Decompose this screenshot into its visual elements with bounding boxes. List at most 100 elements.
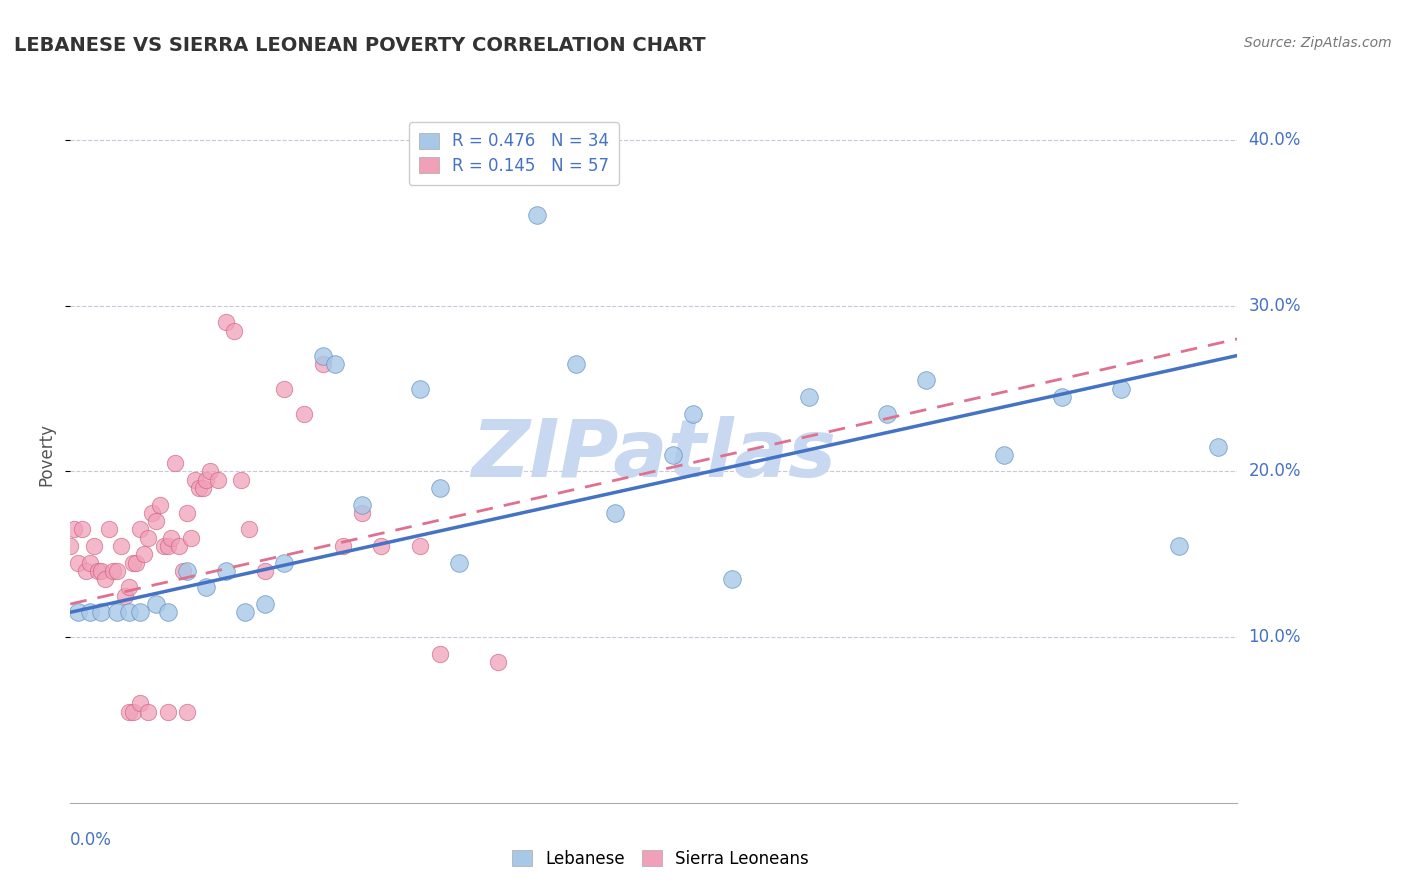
Point	[59, 539, 82, 553]
Point	[118, 605, 141, 619]
Point	[231, 473, 253, 487]
Point	[191, 481, 214, 495]
Point	[141, 506, 163, 520]
Point	[121, 705, 143, 719]
Point	[180, 531, 202, 545]
Point	[165, 456, 187, 470]
Point	[160, 531, 183, 545]
Point	[273, 382, 295, 396]
Point	[79, 556, 101, 570]
Point	[176, 705, 198, 719]
Point	[603, 506, 626, 520]
Point	[233, 605, 256, 619]
Point	[215, 315, 238, 329]
Point	[125, 556, 148, 570]
Point	[1050, 390, 1074, 404]
Point	[312, 349, 335, 363]
Point	[526, 208, 548, 222]
Text: 30.0%: 30.0%	[1249, 297, 1301, 315]
Point	[110, 539, 132, 553]
Point	[145, 514, 167, 528]
Point	[332, 539, 354, 553]
Point	[101, 564, 124, 578]
Point	[136, 531, 159, 545]
Point	[187, 481, 209, 495]
Point	[83, 539, 105, 553]
Point	[682, 407, 704, 421]
Point	[409, 539, 432, 553]
Point	[799, 390, 821, 404]
Point	[1206, 440, 1229, 454]
Point	[118, 705, 141, 719]
Point	[176, 506, 198, 520]
Point	[200, 465, 222, 479]
Point	[215, 564, 238, 578]
Point	[121, 556, 143, 570]
Point	[273, 556, 295, 570]
Point	[129, 697, 152, 711]
Point	[105, 605, 128, 619]
Point	[156, 539, 179, 553]
Text: 40.0%: 40.0%	[1249, 131, 1301, 149]
Point	[86, 564, 108, 578]
Point	[370, 539, 392, 553]
Point	[253, 597, 276, 611]
Point	[429, 647, 451, 661]
Point	[105, 564, 128, 578]
Point	[136, 705, 159, 719]
Point	[152, 539, 174, 553]
Point	[292, 407, 315, 421]
Point	[184, 473, 207, 487]
Point	[352, 498, 374, 512]
Point	[129, 605, 152, 619]
Point	[409, 382, 432, 396]
Point	[63, 523, 86, 537]
Point	[75, 564, 97, 578]
Point	[79, 605, 101, 619]
Point	[238, 523, 260, 537]
Point	[486, 655, 509, 669]
Point	[195, 581, 218, 595]
Text: 0.0%: 0.0%	[70, 830, 112, 848]
Point	[67, 605, 90, 619]
Point	[222, 324, 245, 338]
Point	[134, 547, 156, 561]
Point	[98, 523, 121, 537]
Point	[90, 564, 112, 578]
Point	[993, 448, 1015, 462]
Legend: Lebanese, Sierra Leoneans: Lebanese, Sierra Leoneans	[506, 844, 815, 875]
Point	[167, 539, 190, 553]
Point	[207, 473, 229, 487]
Point	[145, 597, 167, 611]
Text: 20.0%: 20.0%	[1249, 462, 1301, 481]
Point	[1167, 539, 1189, 553]
Point	[172, 564, 194, 578]
Point	[118, 581, 141, 595]
Point	[323, 357, 346, 371]
Point	[149, 498, 172, 512]
Text: LEBANESE VS SIERRA LEONEAN POVERTY CORRELATION CHART: LEBANESE VS SIERRA LEONEAN POVERTY CORRE…	[14, 36, 706, 54]
Text: 10.0%: 10.0%	[1249, 628, 1301, 646]
Point	[720, 572, 742, 586]
Text: Source: ZipAtlas.com: Source: ZipAtlas.com	[1244, 36, 1392, 50]
Point	[449, 556, 471, 570]
Point	[90, 605, 112, 619]
Point	[70, 523, 93, 537]
Point	[1109, 382, 1132, 396]
Point	[156, 605, 179, 619]
Point	[67, 556, 90, 570]
Point	[176, 564, 198, 578]
Point	[565, 357, 588, 371]
Point	[156, 705, 179, 719]
Legend: R = 0.476   N = 34, R = 0.145   N = 57: R = 0.476 N = 34, R = 0.145 N = 57	[409, 122, 619, 185]
Point	[662, 448, 685, 462]
Point	[429, 481, 451, 495]
Y-axis label: Poverty: Poverty	[37, 424, 55, 486]
Text: ZIPatlas: ZIPatlas	[471, 416, 837, 494]
Point	[915, 373, 938, 387]
Point	[352, 506, 374, 520]
Point	[129, 523, 152, 537]
Point	[312, 357, 335, 371]
Point	[114, 589, 136, 603]
Point	[253, 564, 276, 578]
